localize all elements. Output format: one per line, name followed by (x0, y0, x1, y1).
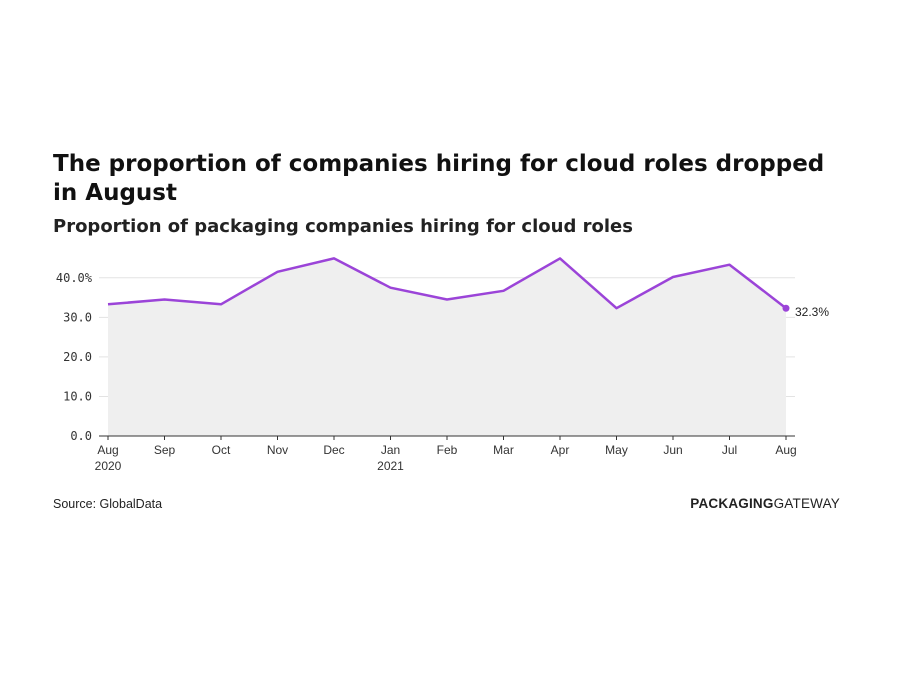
brand-logo: PACKAGINGGATEWAY (690, 496, 840, 511)
x-tick-label: Feb (437, 443, 458, 457)
x-tick-label: Jun (663, 443, 682, 457)
x-tick-label: Oct (212, 443, 231, 457)
area-fill (108, 258, 786, 436)
x-tick-year-label: 2020 (95, 459, 122, 473)
x-tick-label: Jul (722, 443, 737, 457)
y-tick-label: 40.0% (56, 271, 93, 285)
x-tick-label: Sep (154, 443, 176, 457)
x-axis-ticks: Aug 2020 Sep Oct Nov Dec Jan 2021 Feb Mar Apr May Ju… (95, 436, 797, 473)
source-note: Source: GlobalData (53, 497, 163, 511)
y-axis-ticks: 0.0 10.0 20.0 30.0 40.0% (56, 271, 93, 443)
y-tick-label: 20.0 (63, 350, 92, 364)
end-value-label: 32.3% (795, 305, 829, 319)
chart-subtitle: Proportion of packaging companies hiring… (53, 216, 633, 237)
x-tick-label: Dec (323, 443, 344, 457)
series-line (107, 257, 787, 310)
chart-title: The proportion of companies hiring for c… (53, 151, 825, 206)
end-point-marker (782, 304, 790, 312)
x-tick-label: Aug (97, 443, 118, 457)
brand-bold: PACKAGING (690, 496, 774, 511)
y-tick-label: 0.0 (70, 429, 92, 443)
x-tick-label: Nov (267, 443, 288, 457)
brand-regular: GATEWAY (773, 496, 840, 511)
x-tick-label: Jan (381, 443, 400, 457)
y-tick-label: 30.0 (63, 310, 92, 324)
x-tick-label: Mar (493, 443, 514, 457)
x-tick-label: Apr (551, 443, 570, 457)
y-tick-label: 10.0 (63, 389, 92, 403)
x-tick-label: Aug (775, 443, 796, 457)
x-tick-label: May (605, 443, 628, 457)
x-tick-year-label: 2021 (377, 459, 404, 473)
